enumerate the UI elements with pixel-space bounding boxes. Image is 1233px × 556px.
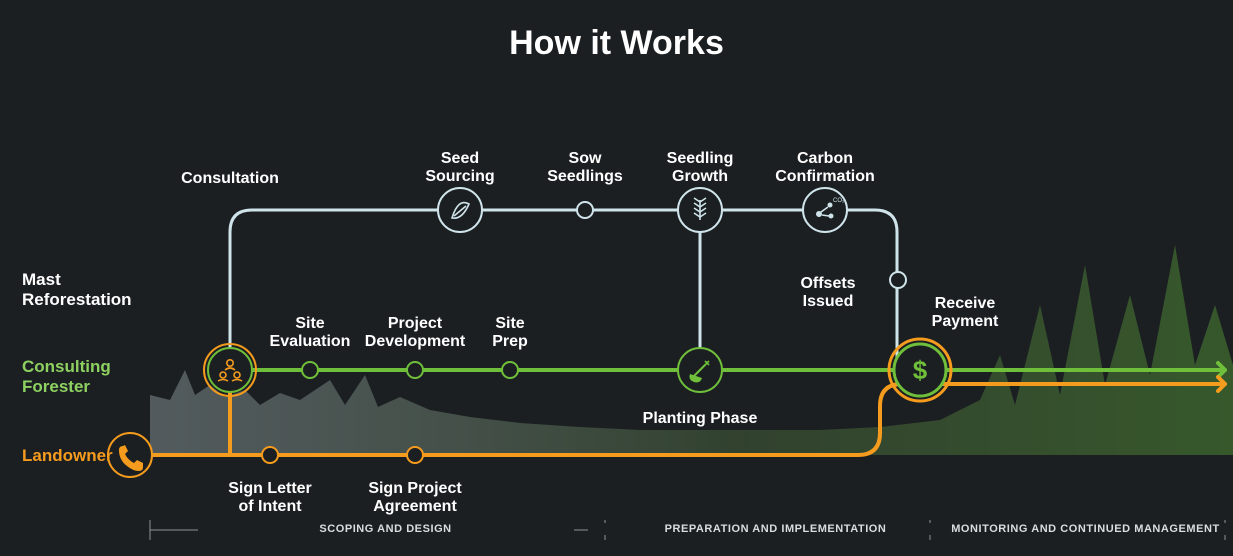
node-proj_dev [407,362,423,378]
lane-label-forester: Consulting Forester [22,357,111,396]
phase-label-2: MONITORING AND CONTINUED MANAGEMENT [898,523,1233,535]
node-landowner_start [108,433,152,477]
step-label-carbon: Carbon Confirmation [705,150,945,187]
how-it-works-diagram: How it Works CO₂ $ Mast Reforestation Cons… [0,0,1233,556]
step-label-planting: Planting Phase [580,410,820,428]
step-label-consult: Consultation [110,170,350,188]
step-label-site_prep: Site Prep [390,315,630,352]
lane-label-mast: Mast Reforestation [22,270,132,309]
phase-label-0: SCOPING AND DESIGN [198,523,574,535]
node-sow [577,202,593,218]
page-title: How it Works [0,24,1233,63]
svg-text:$: $ [913,355,928,385]
node-site_eval [302,362,318,378]
step-label-receive: Receive Payment [845,295,1085,332]
step-label-sign_agree: Sign Project Agreement [295,480,535,517]
dollar-icon: $ [913,355,928,385]
diagram-svg: CO₂ $ [0,0,1233,556]
node-sign_agree [407,447,423,463]
lane-label-landowner: Landowner [22,446,113,466]
node-site_prep [502,362,518,378]
node-sign_loi [262,447,278,463]
node-consult [208,348,252,392]
svg-text:CO₂: CO₂ [833,198,845,204]
